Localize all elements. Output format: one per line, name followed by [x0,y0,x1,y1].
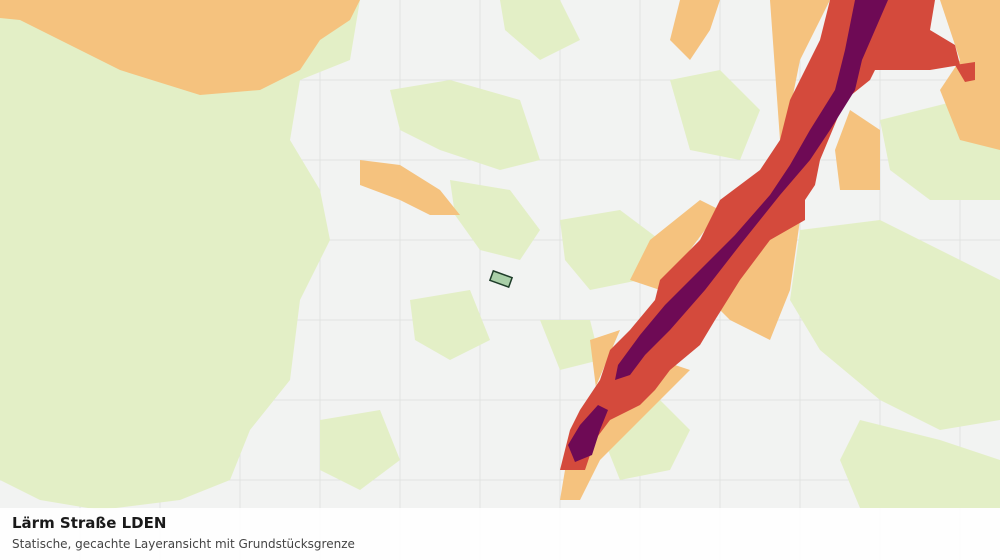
noise-zone-high [560,0,975,470]
noise-zone-medium [0,0,1000,500]
layer-title: Lärm Straße LDEN [12,514,167,532]
noise-zone-very-high [568,0,888,462]
noise-zone-low [0,0,1000,510]
caption: Lärm Straße LDEN Statische, gecachte Lay… [0,508,1000,560]
parcel-boundary[interactable] [488,269,514,289]
layer-subtitle: Statische, gecachte Layeransicht mit Gru… [12,537,355,551]
